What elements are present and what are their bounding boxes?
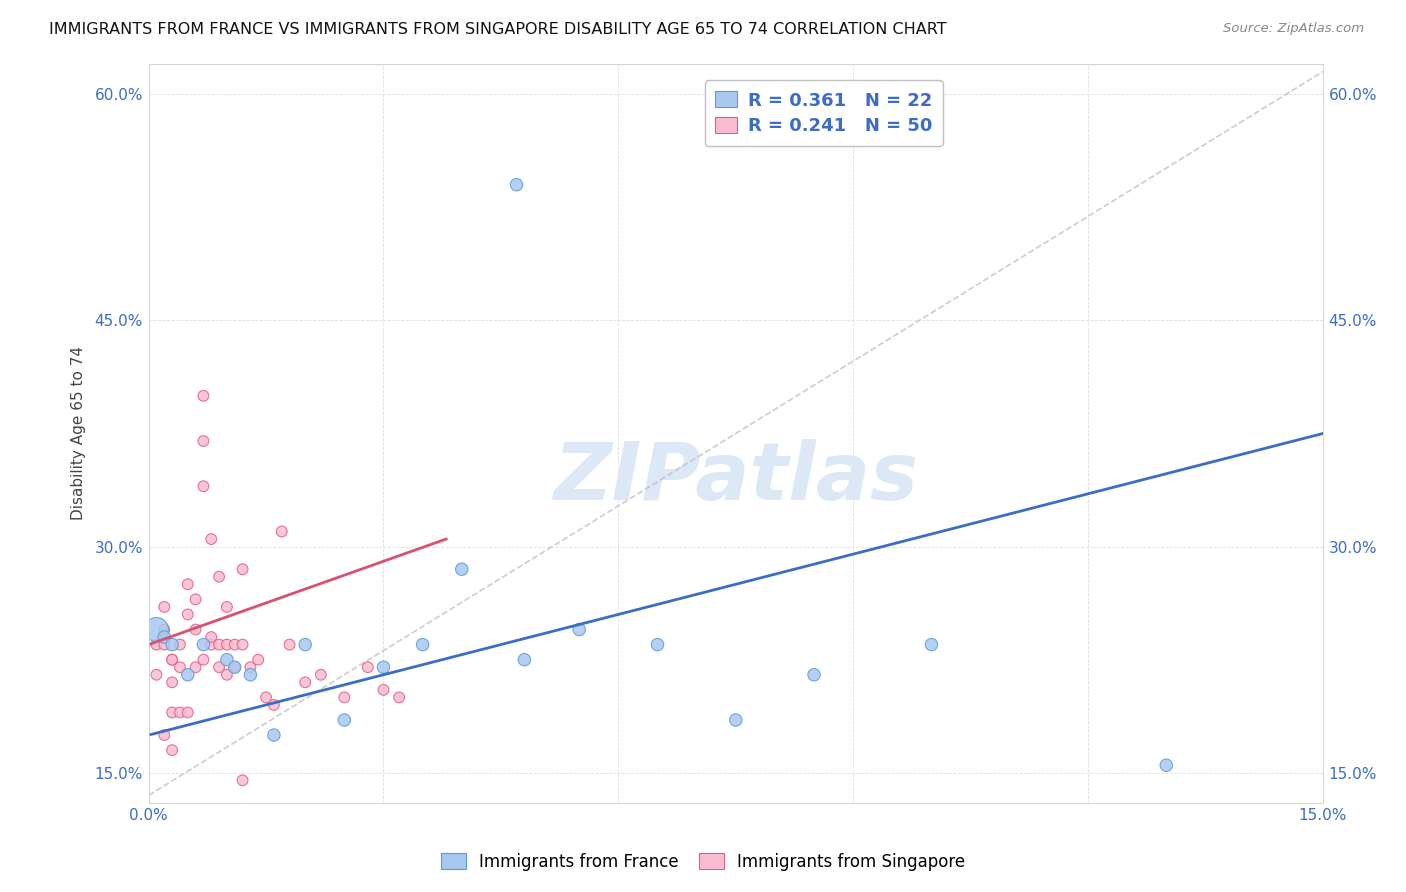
- Y-axis label: Disability Age 65 to 74: Disability Age 65 to 74: [72, 346, 86, 521]
- Point: [247, 653, 270, 667]
- Point: [239, 660, 262, 674]
- Point: [200, 630, 222, 644]
- Text: Source: ZipAtlas.com: Source: ZipAtlas.com: [1223, 22, 1364, 36]
- Point: [169, 638, 191, 652]
- Point: [215, 638, 238, 652]
- Point: [153, 728, 176, 742]
- Point: [160, 653, 183, 667]
- Point: [215, 667, 238, 681]
- Point: [153, 638, 176, 652]
- Point: [193, 389, 215, 403]
- Point: [254, 690, 277, 705]
- Point: [184, 623, 207, 637]
- Point: [145, 623, 167, 637]
- Point: [169, 660, 191, 674]
- Point: [373, 682, 395, 697]
- Point: [160, 653, 183, 667]
- Point: [184, 660, 207, 674]
- Point: [200, 532, 222, 546]
- Point: [177, 706, 200, 720]
- Point: [153, 630, 176, 644]
- Point: [724, 713, 747, 727]
- Point: [193, 653, 215, 667]
- Point: [160, 638, 183, 652]
- Point: [208, 570, 231, 584]
- Point: [333, 690, 356, 705]
- Point: [215, 653, 238, 667]
- Point: [153, 599, 176, 614]
- Point: [373, 660, 395, 674]
- Point: [309, 667, 332, 681]
- Point: [232, 773, 254, 788]
- Point: [513, 653, 536, 667]
- Point: [294, 675, 316, 690]
- Point: [160, 743, 183, 757]
- Point: [263, 728, 285, 742]
- Point: [232, 562, 254, 576]
- Point: [920, 638, 942, 652]
- Point: [193, 638, 215, 652]
- Point: [160, 706, 183, 720]
- Point: [153, 623, 176, 637]
- Point: [224, 660, 246, 674]
- Point: [208, 660, 231, 674]
- Point: [232, 638, 254, 652]
- Point: [224, 638, 246, 652]
- Point: [263, 698, 285, 712]
- Point: [450, 562, 472, 576]
- Point: [388, 690, 411, 705]
- Text: ZIPatlas: ZIPatlas: [553, 439, 918, 516]
- Point: [647, 638, 669, 652]
- Point: [224, 660, 246, 674]
- Point: [278, 638, 301, 652]
- Point: [193, 434, 215, 448]
- Point: [177, 667, 200, 681]
- Point: [215, 599, 238, 614]
- Point: [160, 675, 183, 690]
- Point: [270, 524, 292, 539]
- Point: [294, 638, 316, 652]
- Legend: R = 0.361   N = 22, R = 0.241   N = 50: R = 0.361 N = 22, R = 0.241 N = 50: [704, 80, 943, 146]
- Point: [177, 607, 200, 622]
- Point: [568, 623, 591, 637]
- Point: [169, 706, 191, 720]
- Point: [505, 178, 527, 192]
- Point: [412, 638, 434, 652]
- Point: [193, 479, 215, 493]
- Point: [184, 592, 207, 607]
- Point: [177, 577, 200, 591]
- Point: [200, 638, 222, 652]
- Legend: Immigrants from France, Immigrants from Singapore: Immigrants from France, Immigrants from …: [433, 845, 973, 880]
- Point: [357, 660, 380, 674]
- Point: [1156, 758, 1178, 772]
- Point: [803, 667, 825, 681]
- Point: [145, 667, 167, 681]
- Point: [333, 713, 356, 727]
- Point: [208, 638, 231, 652]
- Text: IMMIGRANTS FROM FRANCE VS IMMIGRANTS FROM SINGAPORE DISABILITY AGE 65 TO 74 CORR: IMMIGRANTS FROM FRANCE VS IMMIGRANTS FRO…: [49, 22, 946, 37]
- Point: [145, 638, 167, 652]
- Point: [239, 667, 262, 681]
